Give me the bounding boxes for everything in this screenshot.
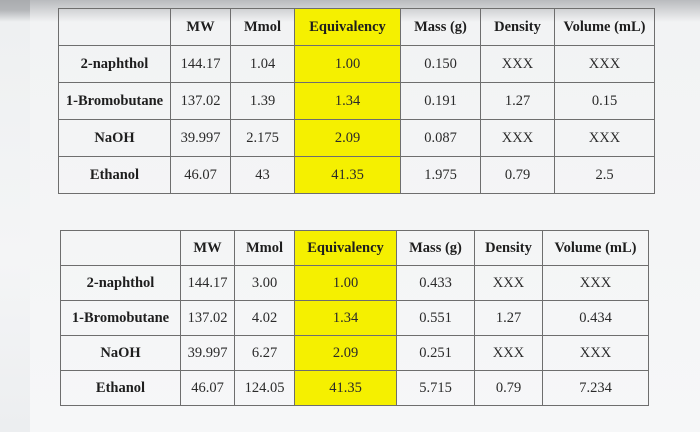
mass-cell: 0.551 [396,300,475,336]
equivalency-cell: 1.00 [294,45,401,83]
mw-cell: 39.997 [180,335,235,371]
mw-cell: 144.17 [170,45,231,83]
density-cell: 0.79 [474,370,543,406]
row-label-cell: 2-naphthol [58,45,171,83]
header-cell-mw: MW [180,230,235,266]
header-cell-blank [58,8,171,46]
mmol-cell: 3.00 [234,265,295,301]
mass-cell: 1.975 [400,156,481,194]
table-row: Ethanol 46.07 43 41.35 1.975 0.79 2.5 [58,156,655,194]
density-cell: XXX [474,265,543,301]
table-row: 1-Bromobutane 137.02 4.02 1.34 0.551 1.2… [60,300,649,336]
density-cell: 1.27 [480,82,555,120]
reagent-table-1: MW Mmol Equivalency Mass (g) Density Vol… [58,8,655,194]
density-cell: 1.27 [474,300,543,336]
table-row: NaOH 39.997 6.27 2.09 0.251 XXX XXX [60,335,649,371]
equivalency-cell: 41.35 [294,370,397,406]
density-cell: XXX [480,45,555,83]
row-label-cell: 1-Bromobutane [60,300,181,336]
equivalency-cell: 2.09 [294,119,401,157]
mw-cell: 39.997 [170,119,231,157]
mmol-cell: 1.04 [230,45,295,83]
mw-cell: 137.02 [170,82,231,120]
mw-cell: 46.07 [180,370,235,406]
header-cell-mmol: Mmol [234,230,295,266]
mass-cell: 0.433 [396,265,475,301]
mass-cell: 0.150 [400,45,481,83]
header-cell-volume: Volume (mL) [554,8,655,46]
table-header-row: MW Mmol Equivalency Mass (g) Density Vol… [60,230,649,266]
header-cell-equivalency: Equivalency [294,8,401,46]
table-row: 1-Bromobutane 137.02 1.39 1.34 0.191 1.2… [58,82,655,120]
header-cell-blank [60,230,181,266]
volume-cell: 2.5 [554,156,655,194]
volume-cell: XXX [554,119,655,157]
volume-cell: 0.15 [554,82,655,120]
row-label-cell: NaOH [58,119,171,157]
header-cell-mass: Mass (g) [400,8,481,46]
density-cell: XXX [474,335,543,371]
table-row: 2-naphthol 144.17 3.00 1.00 0.433 XXX XX… [60,265,649,301]
volume-cell: XXX [542,265,649,301]
header-cell-density: Density [480,8,555,46]
header-cell-equivalency: Equivalency [294,230,397,266]
mw-cell: 137.02 [180,300,235,336]
volume-cell: XXX [542,335,649,371]
row-label-cell: 2-naphthol [60,265,181,301]
table-row: 2-naphthol 144.17 1.04 1.00 0.150 XXX XX… [58,45,655,83]
mass-cell: 0.251 [396,335,475,371]
header-cell-mmol: Mmol [230,8,295,46]
table-row: Ethanol 46.07 124.05 41.35 5.715 0.79 7.… [60,370,649,406]
volume-cell: XXX [554,45,655,83]
volume-cell: 0.434 [542,300,649,336]
header-cell-mw: MW [170,8,231,46]
equivalency-cell: 2.09 [294,335,397,371]
row-label-cell: Ethanol [60,370,181,406]
mmol-cell: 6.27 [234,335,295,371]
mass-cell: 0.191 [400,82,481,120]
mw-cell: 46.07 [170,156,231,194]
equivalency-cell: 1.00 [294,265,397,301]
mw-cell: 144.17 [180,265,235,301]
header-cell-mass: Mass (g) [396,230,475,266]
table-row: NaOH 39.997 2.175 2.09 0.087 XXX XXX [58,119,655,157]
equivalency-cell: 1.34 [294,82,401,120]
row-label-cell: Ethanol [58,156,171,194]
header-cell-density: Density [474,230,543,266]
mass-cell: 5.715 [396,370,475,406]
equivalency-cell: 41.35 [294,156,401,194]
row-label-cell: NaOH [60,335,181,371]
mmol-cell: 4.02 [234,300,295,336]
mmol-cell: 1.39 [230,82,295,120]
density-cell: 0.79 [480,156,555,194]
equivalency-cell: 1.34 [294,300,397,336]
mmol-cell: 124.05 [234,370,295,406]
table-header-row: MW Mmol Equivalency Mass (g) Density Vol… [58,8,655,46]
reagent-table-2: MW Mmol Equivalency Mass (g) Density Vol… [60,230,649,406]
header-cell-volume: Volume (mL) [542,230,649,266]
mass-cell: 0.087 [400,119,481,157]
mmol-cell: 2.175 [230,119,295,157]
density-cell: XXX [480,119,555,157]
mmol-cell: 43 [230,156,295,194]
volume-cell: 7.234 [542,370,649,406]
row-label-cell: 1-Bromobutane [58,82,171,120]
